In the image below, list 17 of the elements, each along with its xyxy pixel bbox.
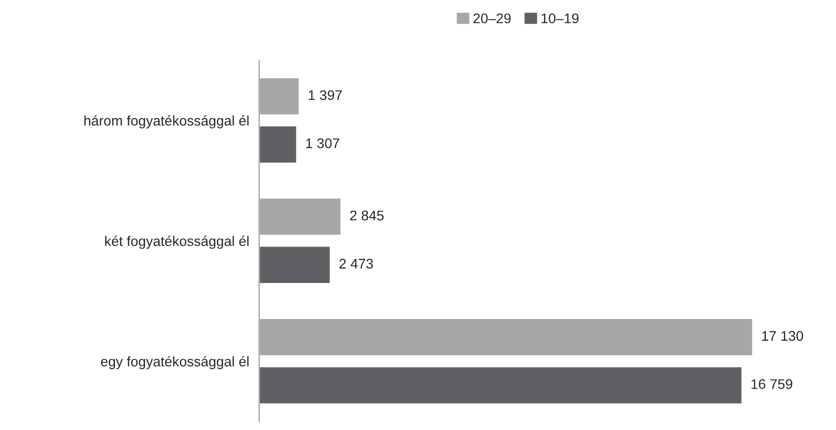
data-label: 2 473 [339, 258, 373, 269]
data-label: 1 307 [306, 138, 340, 148]
legend-label: 10–19 [542, 13, 579, 24]
data-label: 17 130 [762, 331, 804, 341]
data-label: 2 845 [350, 210, 384, 220]
bar [259, 318, 754, 357]
bar [259, 197, 342, 236]
bar [259, 245, 332, 284]
y-tick-label: két fogyatékossággal él [105, 236, 249, 249]
data-label: 16 759 [752, 379, 792, 390]
legend-label: 20–29 [473, 13, 511, 24]
y-tick-label: három fogyatékossággal él [84, 115, 249, 128]
data-label: 1 397 [308, 90, 342, 100]
bar [259, 366, 743, 405]
bar [259, 125, 298, 164]
bar [259, 76, 300, 116]
y-tick-label: egy fogyatékossággal él [101, 356, 249, 370]
